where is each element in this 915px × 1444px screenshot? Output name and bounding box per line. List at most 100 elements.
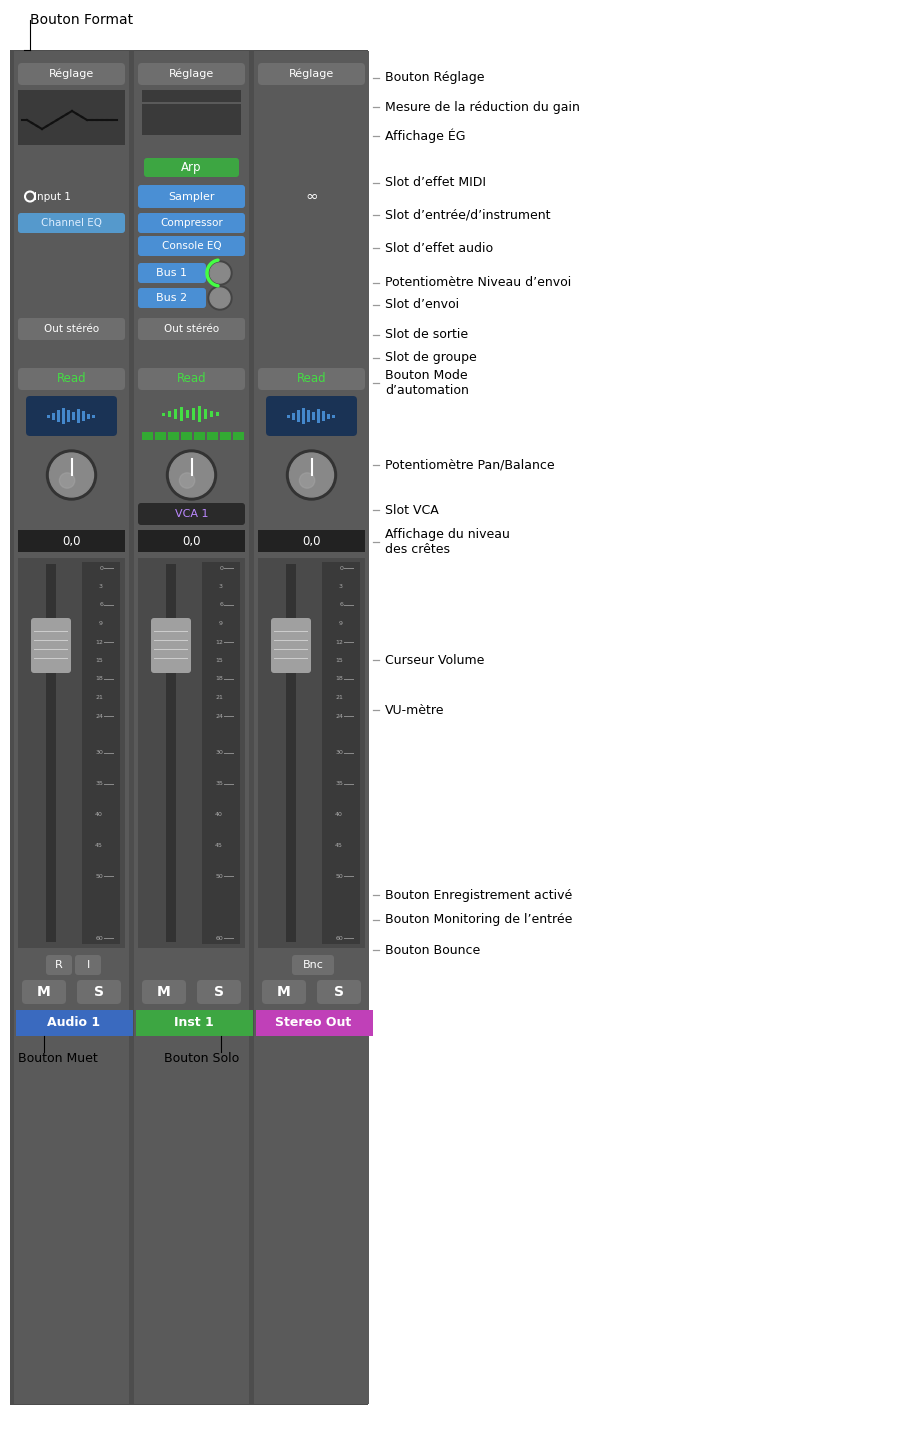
Text: Channel EQ: Channel EQ <box>41 218 102 228</box>
Text: 15: 15 <box>335 658 343 663</box>
Text: 12: 12 <box>335 640 343 644</box>
Circle shape <box>210 287 230 308</box>
Bar <box>258 557 365 949</box>
Text: 30: 30 <box>215 751 223 755</box>
Bar <box>92 414 94 417</box>
Bar <box>16 1009 133 1035</box>
FancyBboxPatch shape <box>75 954 101 975</box>
Circle shape <box>299 472 315 488</box>
Bar <box>166 565 176 941</box>
Text: I: I <box>86 960 90 970</box>
Text: Bouton Bounce: Bouton Bounce <box>385 943 480 956</box>
Text: Read: Read <box>296 373 327 386</box>
Bar <box>258 90 365 144</box>
Text: Bouton Muet: Bouton Muet <box>18 1051 98 1064</box>
Text: S: S <box>94 985 104 999</box>
Text: M: M <box>277 985 291 999</box>
Bar <box>331 414 335 417</box>
Bar <box>10 51 368 1405</box>
Text: M: M <box>38 985 51 999</box>
Bar <box>258 155 365 180</box>
Bar <box>18 557 125 949</box>
Text: 0: 0 <box>219 566 223 570</box>
FancyBboxPatch shape <box>18 368 125 390</box>
Bar <box>302 409 305 425</box>
Text: Bouton Mode
d’automation: Bouton Mode d’automation <box>385 370 468 397</box>
Text: 3: 3 <box>339 583 343 589</box>
Text: 15: 15 <box>215 658 223 663</box>
Circle shape <box>208 286 232 310</box>
Text: Curseur Volume: Curseur Volume <box>385 654 484 667</box>
Bar <box>18 503 125 526</box>
Text: Audio 1: Audio 1 <box>47 1017 100 1030</box>
Text: 50: 50 <box>335 874 343 879</box>
Bar <box>136 1009 253 1035</box>
Bar <box>61 409 64 425</box>
Text: Arp: Arp <box>181 160 201 173</box>
Text: 0: 0 <box>339 566 343 570</box>
Text: VU-mètre: VU-mètre <box>385 703 445 716</box>
Text: 35: 35 <box>215 781 223 787</box>
Bar <box>18 530 125 552</box>
Text: 60: 60 <box>335 936 343 940</box>
Text: Input 1: Input 1 <box>34 192 70 202</box>
Circle shape <box>59 472 75 488</box>
Text: 45: 45 <box>95 843 103 848</box>
FancyBboxPatch shape <box>317 980 361 1004</box>
FancyBboxPatch shape <box>258 368 365 390</box>
FancyBboxPatch shape <box>18 214 125 232</box>
Text: 21: 21 <box>95 695 103 700</box>
Circle shape <box>167 451 217 500</box>
FancyBboxPatch shape <box>46 954 72 975</box>
Text: Out stéréo: Out stéréo <box>164 323 219 334</box>
Text: 0,0: 0,0 <box>62 534 81 547</box>
Text: VCA 1: VCA 1 <box>175 508 209 518</box>
Text: 35: 35 <box>95 781 103 787</box>
Text: Affichage ÉG: Affichage ÉG <box>385 129 466 143</box>
Bar <box>220 432 231 440</box>
FancyBboxPatch shape <box>138 318 245 339</box>
Bar <box>138 557 245 949</box>
Bar <box>155 432 166 440</box>
Bar <box>142 104 241 134</box>
Bar <box>254 51 369 1404</box>
Text: Slot d’entrée/d’instrument: Slot d’entrée/d’instrument <box>385 208 551 221</box>
Bar <box>210 412 212 417</box>
Text: Read: Read <box>57 373 86 386</box>
Text: Out stéréo: Out stéréo <box>44 323 99 334</box>
Bar <box>186 410 188 417</box>
Bar <box>321 412 325 422</box>
Text: 6: 6 <box>219 602 223 608</box>
Text: Slot VCA: Slot VCA <box>385 504 439 517</box>
Bar <box>71 412 74 420</box>
Bar <box>138 345 245 362</box>
Circle shape <box>169 453 213 497</box>
Text: Sampler: Sampler <box>168 192 215 202</box>
FancyBboxPatch shape <box>26 396 117 436</box>
Text: Réglage: Réglage <box>48 69 94 79</box>
Text: 3: 3 <box>99 583 103 589</box>
Bar <box>256 1009 373 1035</box>
Text: 30: 30 <box>335 751 343 755</box>
FancyBboxPatch shape <box>258 64 365 85</box>
Text: 21: 21 <box>215 695 223 700</box>
Text: Bouton Enregistrement activé: Bouton Enregistrement activé <box>385 888 572 901</box>
Text: 60: 60 <box>95 936 103 940</box>
Bar <box>327 414 329 419</box>
Bar <box>198 406 200 422</box>
Bar <box>307 410 309 422</box>
Text: Potentiomètre Pan/Balance: Potentiomètre Pan/Balance <box>385 459 554 472</box>
Text: ∞: ∞ <box>305 189 318 204</box>
Bar <box>191 409 195 420</box>
Text: Slot d’envoi: Slot d’envoi <box>385 299 459 312</box>
Circle shape <box>179 472 195 488</box>
FancyBboxPatch shape <box>292 954 334 975</box>
Text: Affichage du niveau
des crêtes: Affichage du niveau des crêtes <box>385 529 510 556</box>
FancyBboxPatch shape <box>271 618 311 673</box>
Text: 40: 40 <box>215 812 223 817</box>
FancyBboxPatch shape <box>31 618 71 673</box>
Bar <box>174 409 177 419</box>
Bar <box>258 214 365 232</box>
Bar <box>258 503 365 526</box>
Text: Bouton Réglage: Bouton Réglage <box>385 72 485 85</box>
